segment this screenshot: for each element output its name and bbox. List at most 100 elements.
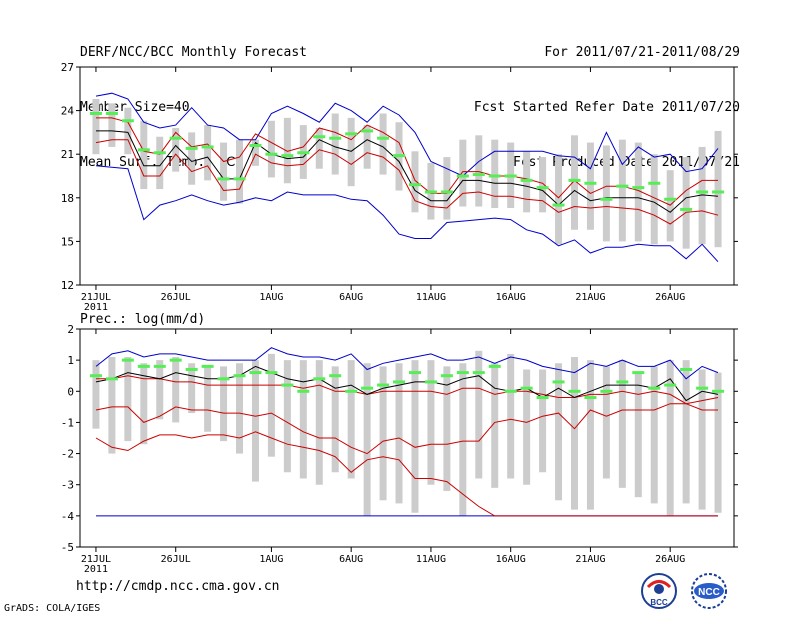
ensemble-marker <box>680 207 693 211</box>
series-line-mean <box>96 130 719 213</box>
range-box <box>363 125 371 169</box>
range-box <box>236 139 244 204</box>
ensemble-marker <box>361 386 374 390</box>
ensemble-marker <box>249 143 262 147</box>
range-box <box>714 130 722 248</box>
range-box <box>204 125 212 181</box>
ensemble-marker <box>105 377 118 381</box>
range-box <box>267 120 275 178</box>
x-tick-label: 21JUL <box>81 554 111 565</box>
range-box <box>586 360 594 510</box>
ensemble-marker <box>313 135 326 139</box>
x-tick-label: 6AUG <box>339 554 363 565</box>
x-tick-label: 2011 <box>84 302 108 313</box>
ensemble-marker <box>520 386 533 390</box>
series-line-p05 <box>95 431 718 517</box>
plot-frame <box>79 328 735 548</box>
range-box <box>251 360 259 482</box>
range-box <box>602 366 610 479</box>
range-box <box>698 369 706 510</box>
range-box <box>618 139 626 242</box>
range-box <box>92 360 100 429</box>
range-box <box>108 357 116 454</box>
ensemble-marker <box>632 371 645 375</box>
range-box <box>411 151 419 213</box>
range-box <box>283 360 291 473</box>
ensemble-marker <box>185 146 198 150</box>
range-box <box>172 128 180 172</box>
range-box <box>331 113 339 175</box>
range-box <box>634 372 642 498</box>
ensemble-marker <box>249 371 262 375</box>
range-box <box>347 360 355 479</box>
range-box <box>379 113 387 175</box>
ensemble-marker <box>233 374 246 378</box>
x-tick-label: 26AUG <box>655 292 685 303</box>
y-tick-label: 21 <box>61 148 74 161</box>
y-tick-label: 24 <box>61 105 75 118</box>
ensemble-marker <box>472 173 485 177</box>
ensemble-marker <box>377 383 390 387</box>
plot-frame <box>79 66 735 286</box>
range-box <box>283 117 291 184</box>
range-box <box>236 363 244 454</box>
ensemble-marker <box>456 371 469 375</box>
range-box <box>156 360 164 420</box>
ensemble-marker <box>408 183 421 187</box>
ensemble-marker <box>345 389 358 393</box>
series-line-max <box>95 347 719 380</box>
ensemble-marker <box>568 178 581 182</box>
range-box <box>124 357 132 442</box>
source-url[interactable]: http://cmdp.ncc.cma.gov.cn <box>76 579 280 594</box>
ensemble-marker <box>552 203 565 207</box>
ensemble-marker <box>456 174 469 178</box>
x-tick-label: 11AUG <box>416 292 446 303</box>
ensemble-marker <box>137 364 150 368</box>
panel-title: Prec.: log(mm/d) <box>80 312 205 327</box>
x-tick-label: 1AUG <box>259 554 283 565</box>
ensemble-marker <box>520 178 533 182</box>
ensemble-marker <box>552 380 565 384</box>
range-box <box>714 372 722 513</box>
ensemble-marker <box>424 190 437 194</box>
range-box <box>251 139 259 166</box>
ensemble-marker <box>696 190 709 194</box>
ensemble-marker <box>504 174 517 178</box>
x-tick-label: 16AUG <box>496 554 526 565</box>
ensemble-marker <box>281 383 294 387</box>
ensemble-marker <box>408 371 421 375</box>
x-tick-label: 6AUG <box>339 292 363 303</box>
series-line-p90 <box>96 117 718 206</box>
ensemble-marker <box>600 197 613 201</box>
range-box <box>666 360 674 516</box>
ensemble-marker <box>153 364 166 368</box>
range-box <box>220 142 228 201</box>
ensemble-marker <box>648 181 661 185</box>
range-box <box>539 157 547 213</box>
y-tick-label: -2 <box>61 448 74 461</box>
series-line-p10 <box>95 403 718 455</box>
range-box <box>188 363 196 414</box>
ensemble-marker <box>281 154 294 158</box>
ensemble-marker <box>153 151 166 155</box>
range-box <box>586 142 594 230</box>
range-box <box>491 363 499 488</box>
range-box <box>555 363 563 501</box>
series-line-p90 <box>96 375 719 405</box>
range-box <box>682 360 690 504</box>
ensemble-marker <box>648 386 661 390</box>
bcc-logo: BCC <box>641 573 677 609</box>
range-box <box>539 369 547 473</box>
ensemble-marker <box>584 181 597 185</box>
range-box <box>555 154 563 245</box>
ensemble-marker <box>696 386 709 390</box>
ensemble-marker <box>345 132 358 136</box>
range-box <box>124 107 132 155</box>
ensemble-marker <box>536 396 549 400</box>
range-box <box>491 139 499 208</box>
range-box <box>650 366 658 504</box>
ensemble-marker <box>185 367 198 371</box>
x-tick-label: 11AUG <box>416 554 446 565</box>
ensemble-marker <box>89 112 102 116</box>
